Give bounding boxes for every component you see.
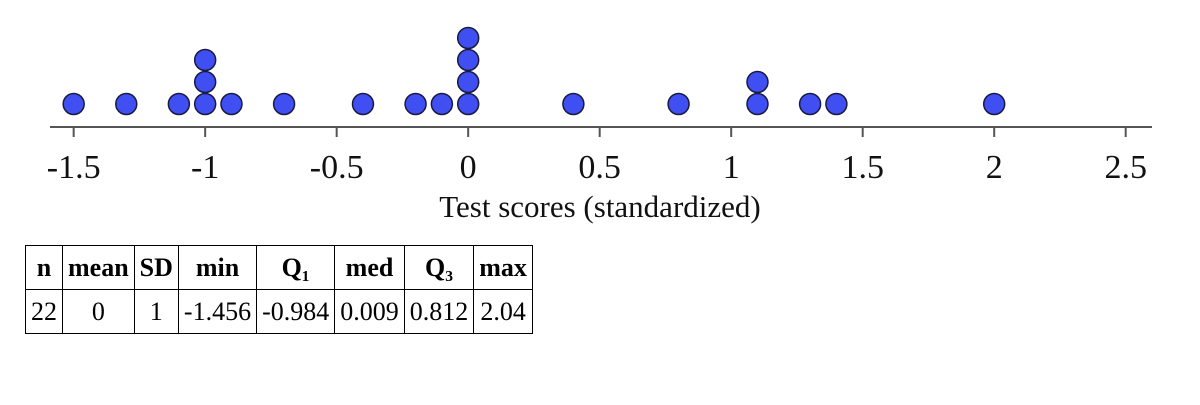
header-cell: med [334, 245, 405, 290]
header-cell: Q₃ [403, 245, 475, 290]
dot [456, 70, 480, 94]
dot [667, 92, 690, 116]
table-cell: 1 [133, 289, 179, 334]
x-tick-label: -1.5 [47, 149, 101, 186]
table-cell: -1.456 [177, 289, 258, 334]
dot [193, 48, 217, 72]
table-cell: 2.04 [473, 289, 533, 334]
x-tick-label: 0 [460, 149, 477, 186]
dot [825, 92, 848, 116]
dot [456, 92, 480, 116]
table-cell: 0.009 [334, 289, 405, 334]
header-cell: Q₁ [256, 245, 336, 290]
dot [456, 26, 480, 50]
header-cell: mean [62, 245, 135, 290]
x-tick-label: -0.5 [310, 149, 364, 186]
table-body: 22 0 1 -1.456 -0.984 0.009 0.812 2.04 [25, 289, 533, 334]
header-cell: max [473, 245, 533, 290]
table-cell: 22 [25, 289, 63, 334]
x-axis-label: Test scores (standardized) [439, 189, 760, 224]
dot [456, 48, 480, 72]
dot-plot: Test scores (standardized) -1.5 -1 -0.5 0 0.… [47, 26, 1152, 224]
dot [193, 70, 217, 94]
header-cell: SD [133, 245, 179, 290]
dot [351, 92, 375, 116]
table-cell: 0.812 [403, 289, 475, 334]
dot [430, 92, 454, 116]
header-row: n mean SD min Q₁ med Q₃ max [25, 245, 533, 290]
dot [798, 92, 822, 116]
dot [272, 92, 296, 116]
dot [115, 92, 138, 116]
dot [404, 92, 427, 116]
summary-table: n mean SD min Q₁ med Q₃ max 22 0 1 -1.456 -0.984 0.0… [25, 245, 533, 334]
x-tick-label: 1.5 [841, 149, 884, 186]
table-cell: -0.984 [256, 289, 336, 334]
header-cell: min [177, 245, 258, 290]
dot [562, 92, 585, 116]
dot [167, 92, 191, 116]
dot [193, 92, 217, 116]
header-cell: n [25, 245, 63, 290]
table-cell: 0 [62, 289, 135, 334]
x-tick-label: 0.5 [578, 149, 621, 186]
dot [62, 92, 85, 116]
table-row: 22 0 1 -1.456 -0.984 0.009 0.812 2.04 [25, 289, 533, 334]
dot [746, 70, 769, 94]
dot [220, 92, 243, 116]
x-tick-label: 1 [723, 149, 740, 186]
x-tick-label: -1 [191, 149, 219, 186]
dot [982, 92, 1006, 116]
x-tick-label: 2.5 [1104, 149, 1147, 186]
dot [746, 92, 769, 116]
x-tick-label: 2 [986, 149, 1003, 186]
